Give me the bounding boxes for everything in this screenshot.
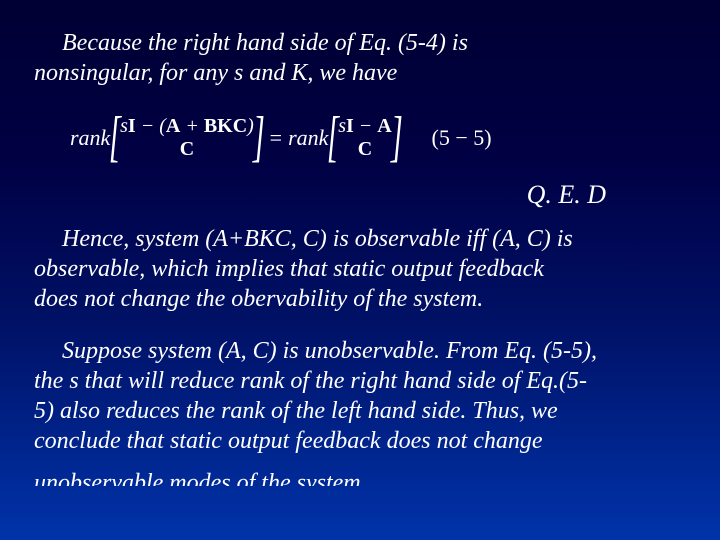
paragraph-3: Suppose system (A, C) is unobservable. F… bbox=[34, 336, 686, 456]
matrix2-bot: C bbox=[358, 138, 372, 161]
para1-line1: Because the right hand side of Eq. (5-4)… bbox=[34, 28, 468, 58]
left-bracket-1: [ bbox=[109, 114, 121, 162]
para3-cut-line: unobservable modes of the system bbox=[34, 470, 361, 486]
para3-line2: the s that will reduce rank of the right… bbox=[34, 368, 587, 394]
rank-label-1: rank bbox=[70, 125, 110, 151]
paragraph-2: Hence, system (A+BKC, C) is observable i… bbox=[34, 224, 686, 314]
matrix-1: sI − (A + BKC) C bbox=[120, 115, 254, 161]
equation-number: (5 − 5) bbox=[432, 125, 492, 151]
para1-line2: nonsingular, for any s and K, we have bbox=[34, 60, 397, 86]
rank-label-2: rank bbox=[288, 125, 328, 151]
paragraph-3-cutoff: unobservable modes of the system bbox=[34, 468, 686, 486]
para2-line3: does not change the obervability of the … bbox=[34, 286, 483, 312]
para3-line3: 5) also reduces the rank of the left han… bbox=[34, 398, 558, 424]
equation-5-5: rank [ sI − (A + BKC) C ] = rank [ sI − … bbox=[34, 100, 686, 170]
matrix1-top: sI − (A + BKC) bbox=[120, 115, 254, 138]
paragraph-1: Because the right hand side of Eq. (5-4)… bbox=[34, 28, 686, 88]
right-bracket-1: ] bbox=[253, 114, 265, 162]
qed-label: Q. E. D bbox=[34, 180, 686, 210]
slide-content: Because the right hand side of Eq. (5-4)… bbox=[0, 0, 720, 486]
right-bracket-2: ] bbox=[391, 114, 403, 162]
matrix-2: sI − A C bbox=[338, 115, 392, 161]
para2-line2: observable, which implies that static ou… bbox=[34, 256, 544, 282]
matrix1-bot: C bbox=[180, 138, 194, 161]
para3-line1: Suppose system (A, C) is unobservable. F… bbox=[34, 336, 597, 366]
para2-line1: Hence, system (A+BKC, C) is observable i… bbox=[34, 224, 573, 254]
equals-sign: = bbox=[270, 125, 282, 151]
para3-line4: conclude that static output feedback doe… bbox=[34, 428, 543, 454]
matrix2-top: sI − A bbox=[338, 115, 392, 138]
left-bracket-2: [ bbox=[327, 114, 339, 162]
